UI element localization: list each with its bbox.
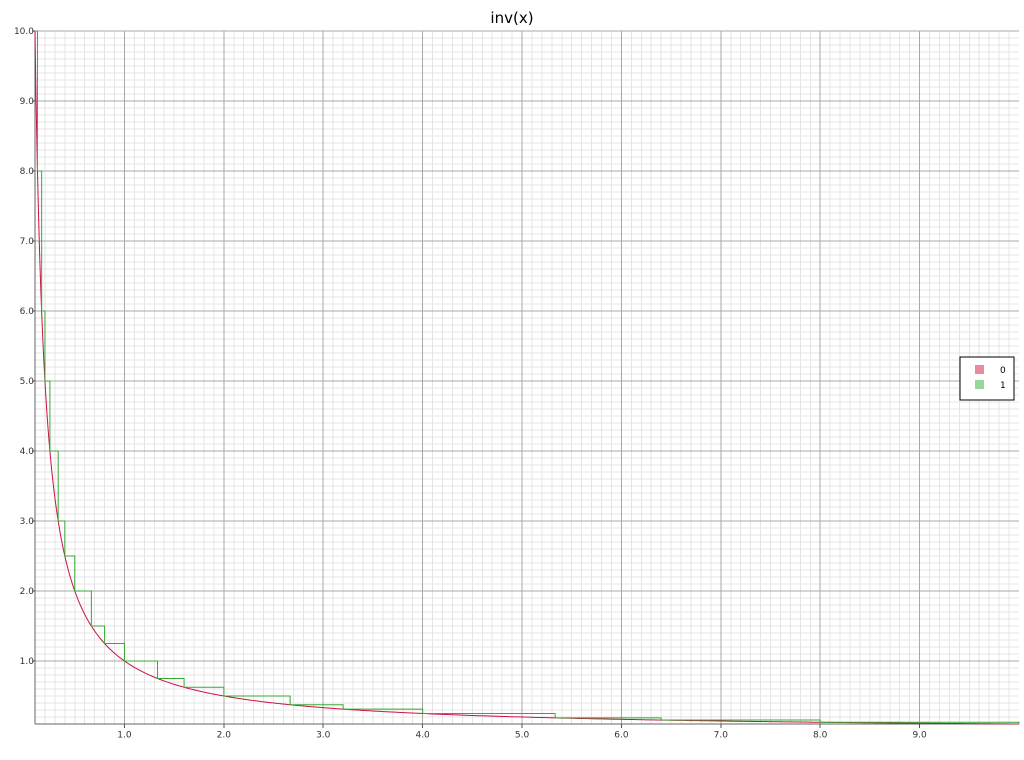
legend-box xyxy=(959,356,1015,401)
y-tick-label: 3.0 xyxy=(20,517,35,527)
series-layer xyxy=(34,30,1020,725)
x-tick-label: 3.0 xyxy=(316,731,331,741)
legend: 01 xyxy=(959,356,1015,401)
series-1-line xyxy=(35,30,1020,724)
legend-swatch-1 xyxy=(975,380,984,389)
y-tick-label: 2.0 xyxy=(20,587,35,597)
x-axis-ticks: 1.0 2.0 3.0 4.0 5.0 6.0 7.0 8.0 9.0 xyxy=(117,724,927,741)
x-tick-label: 4.0 xyxy=(415,731,430,741)
y-tick-label: 1.0 xyxy=(20,657,35,667)
axes xyxy=(34,31,1019,725)
x-tick-label: 5.0 xyxy=(515,731,530,741)
major-grid xyxy=(35,30,1019,724)
y-tick-label: 10.0 xyxy=(14,27,34,37)
y-tick-label: 8.0 xyxy=(20,167,35,177)
x-tick-label: 6.0 xyxy=(614,731,629,741)
chart-title: inv(x) xyxy=(490,9,533,27)
y-tick-label: 6.0 xyxy=(20,307,35,317)
x-tick-label: 8.0 xyxy=(813,731,828,741)
legend-swatch-0 xyxy=(975,365,984,374)
y-tick-label: 4.0 xyxy=(20,447,35,457)
y-tick-label: 5.0 xyxy=(20,377,35,387)
minor-grid xyxy=(35,31,1019,724)
x-tick-label: 7.0 xyxy=(714,731,729,741)
x-tick-label: 2.0 xyxy=(217,731,232,741)
y-tick-label: 9.0 xyxy=(20,97,35,107)
y-tick-label: 7.0 xyxy=(20,237,35,247)
y-axis-ticks: 1.0 2.0 3.0 4.0 5.0 6.0 7.0 8.0 9.0 10.0 xyxy=(14,27,35,667)
legend-label: 1 xyxy=(1000,381,1006,391)
series-0-line xyxy=(34,30,1020,725)
x-tick-label: 1.0 xyxy=(117,731,132,741)
x-tick-label: 9.0 xyxy=(912,731,927,741)
legend-label: 0 xyxy=(1000,366,1006,376)
